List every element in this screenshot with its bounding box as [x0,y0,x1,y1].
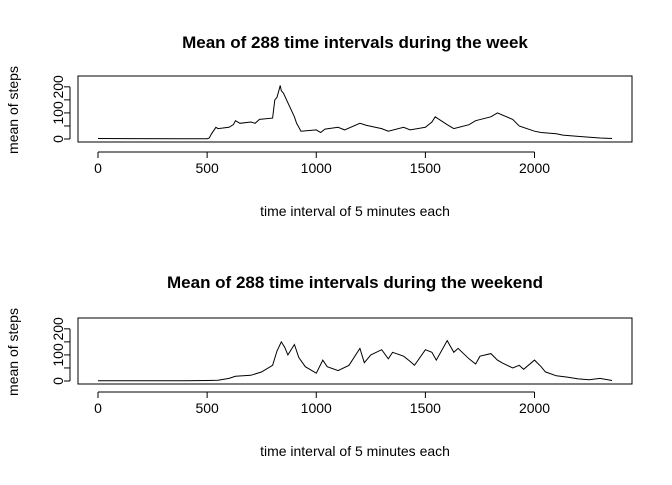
x-tick-label: 0 [94,160,102,176]
chart-title: Mean of 288 time intervals during the we… [167,273,543,292]
y-tick-label: 200 [50,317,66,341]
y-tick-label: 100 [50,101,66,125]
x-tick-label: 1000 [301,160,332,176]
x-tick-label: 0 [94,400,102,416]
y-axis-label: mean of steps [5,308,21,396]
x-tick-label: 2000 [519,160,550,176]
x-tick-label: 500 [195,400,219,416]
x-axis-label: time interval of 5 minutes each [260,443,450,459]
y-axis-label: mean of steps [5,66,21,154]
x-tick-label: 2000 [519,400,550,416]
x-tick-label: 1000 [301,400,332,416]
x-tick-label: 500 [195,160,219,176]
plot-box [77,317,633,385]
plot-box [77,75,633,143]
series-line-week [97,85,613,140]
x-axis-label: time interval of 5 minutes each [260,203,450,219]
x-tick-label: 1500 [410,160,441,176]
panel-weekend: Mean of 288 time intervals during the we… [5,273,633,459]
x-tick-label: 1500 [410,400,441,416]
series-line-weekend [98,339,613,382]
y-tick-label: 0 [50,377,66,385]
chart-title: Mean of 288 time intervals during the we… [182,33,528,52]
y-tick-label: 0 [50,135,66,143]
y-tick-label: 200 [50,75,66,99]
y-tick-label: 100 [50,343,66,367]
panel-week: Mean of 288 time intervals during the we… [5,33,633,219]
